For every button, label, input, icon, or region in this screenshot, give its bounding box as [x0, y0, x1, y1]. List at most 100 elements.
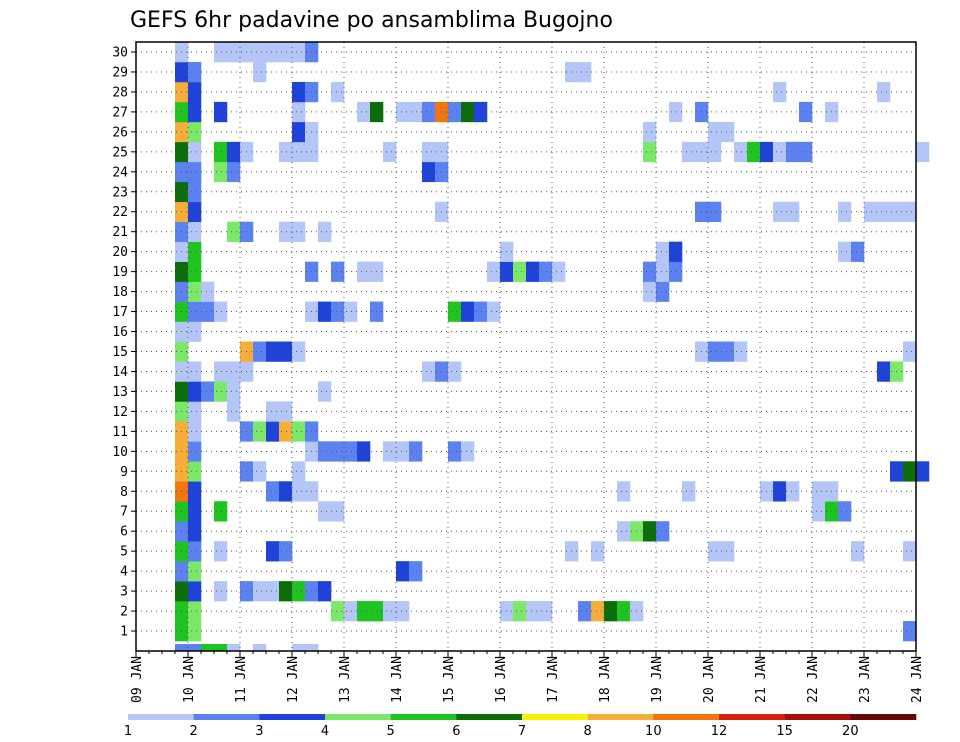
data-cell: [279, 581, 293, 602]
y-tick-label: 26: [112, 125, 128, 140]
colorbar-swatch: [653, 714, 720, 720]
data-cell: [292, 481, 306, 502]
data-cell: [474, 101, 488, 123]
data-cell: [188, 261, 202, 282]
data-cell: [253, 341, 267, 362]
data-cell: [617, 601, 631, 622]
x-tick-label: 12 JAN: [286, 656, 301, 703]
data-cell: [188, 521, 202, 542]
colorbar-label: 10: [645, 724, 662, 739]
data-cell: [188, 201, 202, 223]
data-cell: [279, 421, 293, 442]
data-cell: [838, 501, 852, 522]
data-cell: [201, 644, 215, 652]
data-cell: [227, 141, 241, 163]
data-cell: [331, 441, 345, 462]
data-cell: [643, 141, 657, 163]
data-cell: [617, 521, 631, 542]
data-cell: [383, 601, 397, 622]
x-tick-label: 16 JAN: [494, 656, 509, 703]
y-tick-label: 9: [120, 465, 128, 480]
data-cell: [916, 461, 930, 482]
data-cell: [344, 601, 358, 622]
data-cell: [799, 101, 813, 123]
y-tick-label: 24: [112, 165, 128, 180]
data-cell: [838, 201, 852, 223]
x-tick-label: 17 JAN: [546, 656, 561, 703]
y-tick-label: 19: [112, 265, 128, 280]
data-cell: [656, 241, 670, 262]
data-cell: [812, 501, 826, 522]
data-cell: [188, 581, 202, 602]
data-cell: [305, 644, 319, 652]
y-tick-label: 29: [112, 65, 128, 80]
colorbar-label: 2: [190, 724, 198, 739]
data-cell: [214, 644, 228, 652]
data-cell: [292, 141, 306, 163]
data-cell: [786, 141, 800, 163]
data-cell: [266, 341, 280, 362]
data-cell: [279, 42, 293, 63]
x-tick-label: 24 JAN: [910, 656, 925, 703]
data-cell: [838, 241, 852, 262]
data-cell: [279, 341, 293, 362]
data-cell: [513, 261, 527, 282]
data-cell: [734, 341, 748, 362]
data-cell: [292, 341, 306, 362]
data-cell: [734, 141, 748, 163]
y-tick-label: 3: [120, 585, 128, 600]
data-cell: [201, 301, 215, 322]
data-cell: [331, 501, 345, 522]
y-tick-label: 17: [112, 305, 128, 320]
data-cell: [799, 141, 813, 163]
y-tick-label: 16: [112, 325, 128, 340]
data-cell: [747, 141, 761, 163]
data-cell: [253, 42, 267, 63]
data-cell: [812, 481, 826, 502]
data-cell: [188, 161, 202, 183]
data-cell: [526, 261, 540, 282]
data-cell: [721, 341, 735, 362]
data-cell: [539, 261, 553, 282]
x-tick-label: 14 JAN: [390, 656, 405, 703]
data-cell: [773, 81, 787, 103]
data-cell: [513, 601, 527, 622]
colorbar-label: 15: [776, 724, 793, 739]
y-tick-label: 12: [112, 405, 128, 420]
data-cell: [266, 421, 280, 442]
data-cell: [383, 441, 397, 462]
data-cell: [331, 81, 345, 103]
data-cell: [188, 241, 202, 262]
data-cell: [396, 601, 410, 622]
data-cell: [851, 541, 865, 562]
data-cell: [266, 481, 280, 502]
data-cell: [331, 601, 345, 622]
colorbar-swatch: [325, 714, 391, 720]
data-cell: [292, 221, 306, 242]
data-cell: [227, 644, 241, 652]
data-cell: [214, 161, 228, 183]
data-cell: [279, 141, 293, 163]
data-cell: [318, 301, 332, 322]
x-tick-label: 09 JAN: [130, 656, 145, 703]
heatmap-cells: [175, 42, 930, 652]
x-tick-label: 18 JAN: [598, 656, 613, 703]
data-cell: [188, 501, 202, 522]
colorbar-label: 20: [842, 724, 859, 739]
data-cell: [188, 281, 202, 302]
data-cell: [877, 361, 891, 382]
data-cell: [279, 541, 293, 562]
data-cell: [292, 581, 306, 602]
x-tick-label: 23 JAN: [858, 656, 873, 703]
y-tick-label: 2: [120, 605, 128, 620]
data-cell: [253, 581, 267, 602]
data-cell: [461, 101, 475, 123]
data-cell: [864, 201, 878, 223]
data-cell: [214, 381, 228, 402]
data-cell: [773, 141, 787, 163]
y-tick-label: 5: [120, 545, 128, 560]
data-cell: [708, 201, 722, 223]
data-cell: [188, 321, 202, 342]
data-cell: [344, 441, 358, 462]
